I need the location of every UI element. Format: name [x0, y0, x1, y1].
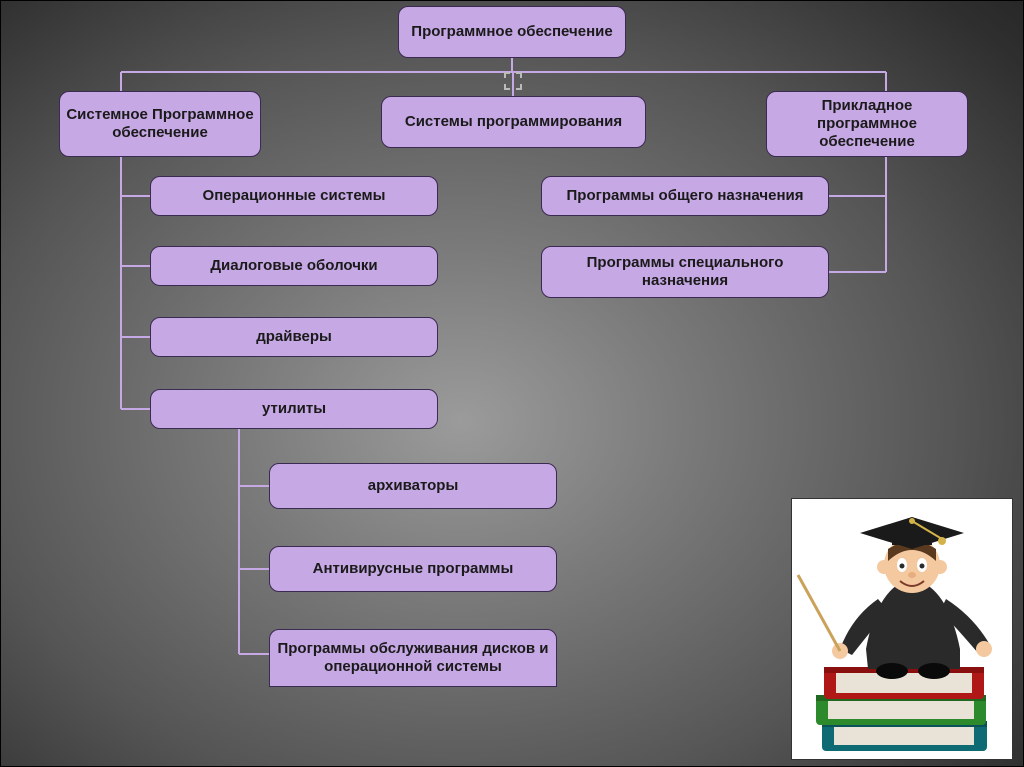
- node-application-software: Прикладное программное обеспечение: [766, 91, 968, 157]
- node-archivers: архиваторы: [269, 463, 557, 509]
- placeholder-icon: [504, 72, 522, 90]
- clipart-student-on-books: [791, 498, 1013, 760]
- node-root: Программное обеспечение: [398, 6, 626, 58]
- slide: Программное обеспечение Системное Програ…: [0, 0, 1024, 767]
- node-programming-systems: Системы программирования: [381, 96, 646, 148]
- node-general-programs: Программы общего назначения: [541, 176, 829, 216]
- node-drivers: драйверы: [150, 317, 438, 357]
- node-shells: Диалоговые оболочки: [150, 246, 438, 286]
- node-system-software: Системное Программное обеспечение: [59, 91, 261, 157]
- node-utilities: утилиты: [150, 389, 438, 429]
- node-disk-maintenance: Программы обслуживания дисков и операцио…: [269, 629, 557, 687]
- node-special-programs: Программы специального назначения: [541, 246, 829, 298]
- node-os: Операционные системы: [150, 176, 438, 216]
- node-antivirus: Антивирусные программы: [269, 546, 557, 592]
